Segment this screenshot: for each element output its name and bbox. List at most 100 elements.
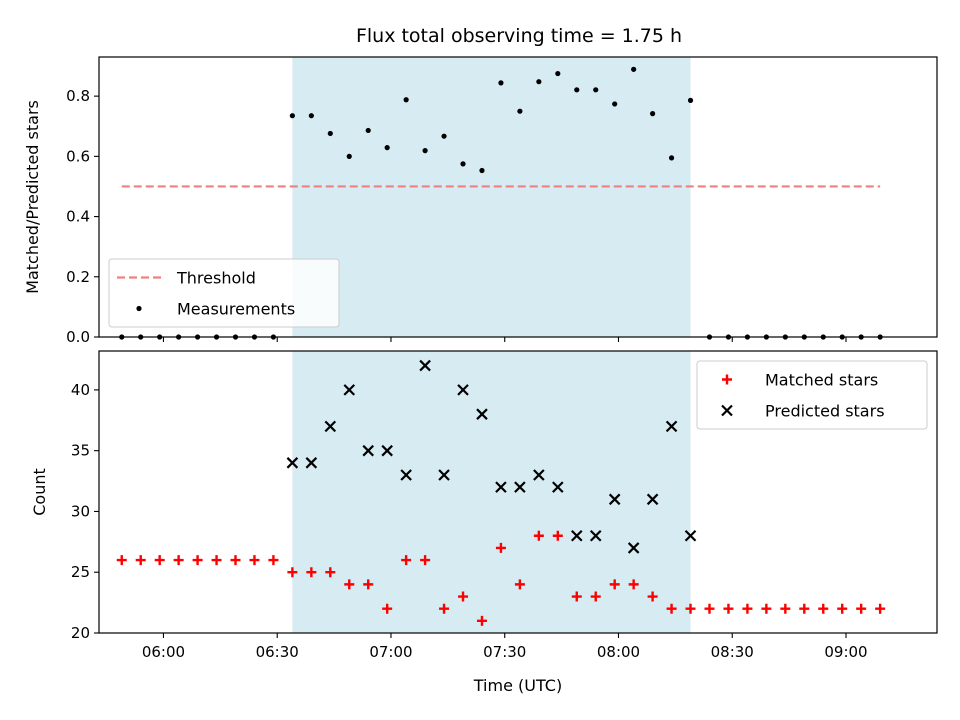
data-point-dot-20 bbox=[498, 80, 504, 86]
x-tick-label: 07:00 bbox=[369, 643, 412, 661]
data-point-dot-19 bbox=[479, 167, 485, 174]
data-point-plus-3 bbox=[173, 555, 184, 566]
legend-label: Measurements bbox=[177, 300, 295, 319]
data-point-plus-2 bbox=[154, 555, 165, 566]
x-tick-label: 07:30 bbox=[483, 643, 526, 661]
data-point-x-17 bbox=[608, 493, 621, 506]
data-point-plus-23 bbox=[552, 530, 563, 541]
data-point-x-18 bbox=[627, 542, 640, 554]
chart-title: Flux total observing time = 1.75 h bbox=[356, 25, 682, 47]
data-point-x-9 bbox=[457, 384, 469, 396]
data-point-plus-33 bbox=[742, 603, 753, 614]
data-point-dot-11 bbox=[327, 130, 333, 137]
y-tick-label: 0.6 bbox=[66, 147, 90, 165]
data-point-plus-29 bbox=[666, 603, 677, 614]
data-point-plus-7 bbox=[249, 555, 260, 566]
legend-label: Matched stars bbox=[765, 371, 878, 390]
axes-frame bbox=[98, 56, 938, 338]
data-point-x-5 bbox=[381, 444, 393, 457]
data-point-plus-39 bbox=[856, 603, 867, 614]
data-point-plus-25 bbox=[590, 591, 601, 602]
data-point-plus-27 bbox=[628, 579, 639, 590]
data-point-plus-35 bbox=[780, 603, 791, 614]
legend-label: Predicted stars bbox=[765, 402, 885, 421]
legend-handle-x bbox=[721, 404, 733, 417]
data-point-x-15 bbox=[570, 529, 583, 542]
data-point-plus-4 bbox=[192, 555, 203, 566]
data-point-x-21 bbox=[684, 529, 697, 542]
data-point-plus-15 bbox=[401, 555, 412, 566]
y-tick-label: 20 bbox=[71, 624, 90, 642]
data-point-x-4 bbox=[362, 444, 374, 457]
y-tick-label: 0.0 bbox=[66, 328, 90, 346]
data-point-plus-6 bbox=[230, 555, 241, 566]
data-point-dot-13 bbox=[365, 127, 371, 134]
data-point-plus-32 bbox=[723, 603, 734, 614]
data-point-dot-10 bbox=[308, 113, 314, 119]
data-point-plus-12 bbox=[344, 579, 355, 590]
data-point-x-19 bbox=[646, 493, 659, 506]
data-point-x-7 bbox=[419, 359, 431, 372]
data-point-dot-26 bbox=[612, 101, 618, 107]
axes-frame bbox=[98, 350, 938, 634]
data-point-x-6 bbox=[400, 469, 412, 481]
data-point-plus-0 bbox=[116, 555, 127, 566]
data-point-plus-9 bbox=[287, 567, 298, 578]
legend-box bbox=[696, 360, 928, 430]
data-point-x-0 bbox=[286, 457, 299, 469]
legend: Matched stars Predicted stars bbox=[696, 360, 928, 430]
data-point-plus-11 bbox=[325, 567, 336, 578]
data-point-plus-18 bbox=[458, 591, 469, 602]
observing-window bbox=[292, 351, 691, 633]
y-tick-label: 35 bbox=[71, 442, 90, 460]
data-point-dot-16 bbox=[422, 148, 428, 154]
data-point-x-20 bbox=[665, 420, 678, 433]
data-point-x-10 bbox=[476, 408, 488, 420]
ratio-panel: 0.0 0.2 0.4 0.6 0.8 Matched/Predicted stars Th… bbox=[23, 56, 938, 346]
data-point-dot-30 bbox=[687, 97, 694, 103]
data-point-x-8 bbox=[438, 469, 450, 481]
data-point-dot-18 bbox=[460, 161, 466, 167]
legend-box bbox=[108, 258, 340, 328]
data-point-dot-15 bbox=[403, 97, 409, 103]
observing-window bbox=[292, 57, 691, 337]
legend: Threshold Measurements bbox=[108, 258, 340, 328]
y-axis-label: Matched/Predicted stars bbox=[23, 100, 42, 294]
data-point-plus-14 bbox=[382, 603, 393, 614]
data-point-plus-28 bbox=[647, 591, 658, 602]
data-point-plus-30 bbox=[685, 603, 696, 614]
data-point-plus-17 bbox=[439, 603, 450, 614]
legend-label: Threshold bbox=[176, 269, 256, 288]
data-point-x-16 bbox=[589, 529, 602, 542]
data-point-plus-19 bbox=[476, 615, 487, 626]
data-point-plus-34 bbox=[761, 603, 772, 614]
data-point-dot-25 bbox=[593, 87, 599, 93]
x-tick-label: 06:30 bbox=[256, 643, 299, 661]
legend-handle-dot bbox=[136, 305, 142, 312]
y-tick-label: 40 bbox=[71, 381, 90, 399]
data-point-dot-12 bbox=[346, 153, 352, 159]
data-point-dot-22 bbox=[536, 79, 542, 85]
x-tick-label: 08:00 bbox=[597, 643, 640, 661]
data-point-dot-17 bbox=[441, 133, 447, 139]
y-tick-label: 0.4 bbox=[66, 208, 90, 226]
data-point-dot-14 bbox=[384, 145, 390, 151]
data-point-plus-37 bbox=[818, 603, 829, 614]
x-tick-label: 06:00 bbox=[142, 643, 185, 661]
data-point-plus-5 bbox=[211, 555, 222, 566]
data-point-plus-1 bbox=[135, 555, 146, 566]
data-point-x-13 bbox=[533, 469, 545, 481]
data-point-dot-29 bbox=[668, 155, 675, 161]
data-point-plus-8 bbox=[268, 555, 279, 566]
data-point-plus-22 bbox=[533, 530, 544, 541]
data-point-plus-38 bbox=[837, 603, 848, 614]
data-point-x-11 bbox=[495, 481, 507, 493]
data-point-plus-20 bbox=[495, 542, 506, 553]
x-axis-label: Time (UTC) bbox=[473, 676, 562, 695]
data-point-plus-31 bbox=[704, 603, 715, 614]
y-tick-label: 25 bbox=[71, 563, 90, 581]
y-tick-label: 30 bbox=[71, 502, 90, 520]
data-point-dot-23 bbox=[555, 70, 561, 77]
data-point-x-1 bbox=[305, 457, 318, 469]
